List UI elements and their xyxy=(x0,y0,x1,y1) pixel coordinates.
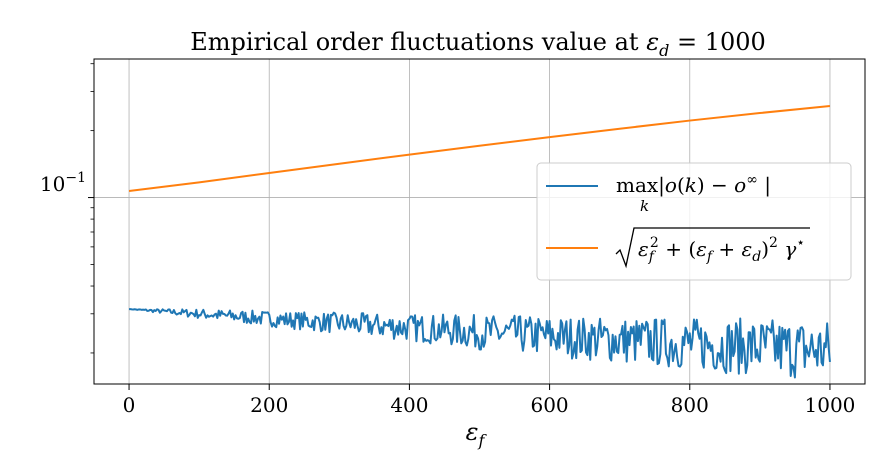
legend-label-bound: εf2 + (εf + εd)2 γ⋆ xyxy=(615,227,810,269)
x-tick-label: 800 xyxy=(671,393,709,417)
x-tick-label: 0 xyxy=(123,393,136,417)
series-lines xyxy=(128,105,831,379)
legend: max|o(k) − o∞ | k εf2 + (εf + εd)2 γ⋆ xyxy=(536,162,852,281)
sqrt-sign xyxy=(615,227,810,269)
legend-label-max-subscript: k xyxy=(640,197,649,215)
y-tick-label: 10−1 xyxy=(40,170,86,196)
plot-frame xyxy=(93,58,866,385)
x-axis-label: εf xyxy=(466,418,488,450)
series-line xyxy=(129,308,831,379)
x-tick-label: 1000 xyxy=(805,393,856,417)
x-tick-label: 200 xyxy=(250,393,288,417)
chart-title: Empirical order fluctuations value at εd… xyxy=(190,28,766,60)
x-tick-label: 400 xyxy=(390,393,428,417)
legend-box xyxy=(536,162,852,281)
axes: 0 200 400 600 800 1000 xyxy=(88,58,866,417)
legend-label-max: max|o(k) − o∞ | xyxy=(616,172,771,198)
svg-text:εf2 + (εf + εd)2 γ⋆: εf2 + (εf + εd)2 γ⋆ xyxy=(638,235,805,265)
x-tick-label: 600 xyxy=(530,393,568,417)
series-line xyxy=(128,105,831,193)
